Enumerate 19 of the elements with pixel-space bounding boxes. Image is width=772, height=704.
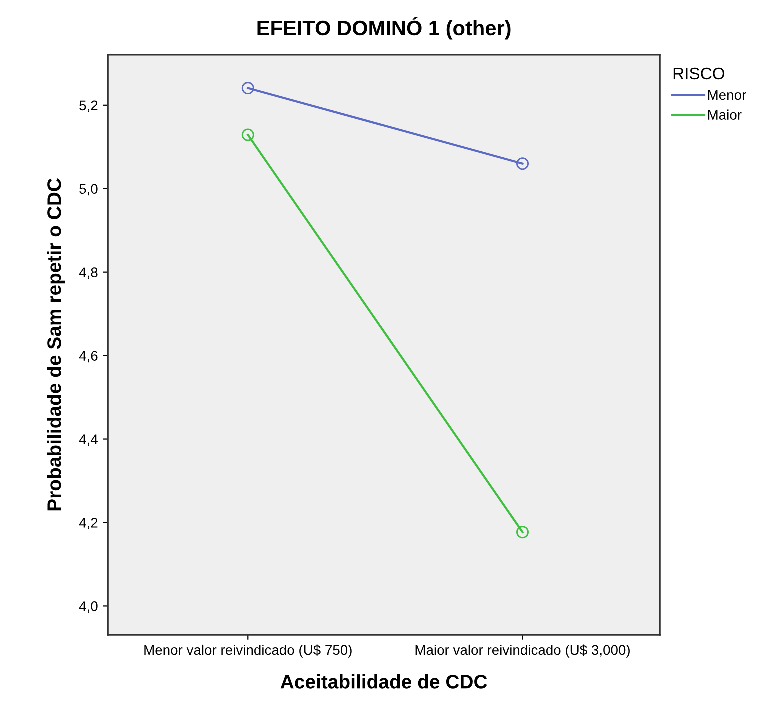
y-tick-label: 4,2	[79, 518, 98, 530]
point	[242, 82, 254, 95]
y-axis-title: Probabilidade de Sam repetir o CDC	[47, 178, 66, 511]
chart-title: EFEITO DOMINÓ 1 (other)	[258, 17, 511, 40]
x-tick-label: Menor valor reivindicado (U$ 750)	[144, 644, 352, 658]
point	[516, 526, 529, 539]
y-tick-label: 4,8	[79, 268, 98, 280]
y-tick-label: 4,6	[79, 351, 98, 363]
legend-label: Menor	[708, 90, 746, 100]
x-tick-label: Maior valor reivindicado (U$ 3,000)	[416, 644, 630, 658]
point	[516, 158, 529, 170]
legend-label: Maior	[708, 110, 742, 120]
y-tick-label: 5,2	[80, 100, 98, 112]
y-tick-label: 4,0	[79, 602, 98, 614]
y-tick-label: 5,0	[80, 184, 98, 196]
x-axis-title: Aceitabilidade de CDC	[280, 674, 488, 689]
y-tick-label: 4,4	[79, 434, 98, 446]
point	[242, 128, 254, 142]
legend-title: RISCO	[674, 68, 725, 80]
